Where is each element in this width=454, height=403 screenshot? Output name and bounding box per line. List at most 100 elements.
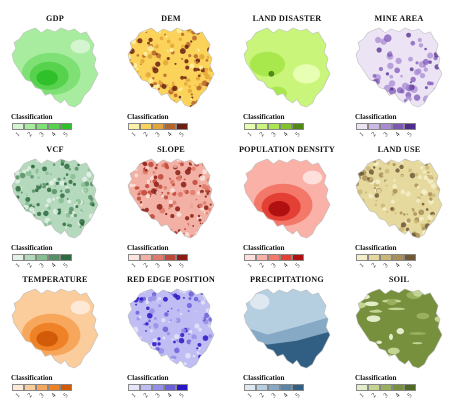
legend-swatch [128,384,140,391]
region-map [11,158,99,239]
classification-label: Classification [127,113,169,121]
classification-label: Classification [127,244,169,252]
region-map [243,27,331,108]
region-map [355,288,443,369]
legend-swatch [392,254,404,261]
legend-swatch [368,254,380,261]
legend-swatch [60,123,72,130]
region-map [355,158,443,239]
legend-swatch [356,384,368,391]
map-panel: MINE AREA Classification 1 2 3 4 5 [344,14,454,142]
legend-swatch [12,384,24,391]
panel-title: SLOPE [157,145,185,154]
legend-swatch [268,123,280,130]
legend-swatch [152,384,164,391]
legend-swatch [24,123,36,130]
map-panel: SLOPE Classification 1 2 3 4 5 [116,145,226,273]
classification-label: Classification [127,374,169,382]
legend-swatch [392,384,404,391]
legend-swatch [152,254,164,261]
legend-swatch [244,384,256,391]
legend-swatch [280,123,292,130]
panel-title: LAND DISASTER [252,14,322,23]
legend-swatch [128,123,140,130]
region-map [11,27,99,108]
classification-label: Classification [355,374,397,382]
legend-swatch [140,123,152,130]
legend-swatch [164,384,176,391]
classification-label: Classification [355,244,397,252]
region-map [243,158,331,239]
legend-swatch [392,123,404,130]
legend-swatches [128,384,188,391]
legend-swatch [12,123,24,130]
legend-swatch [380,123,392,130]
legend-swatches [356,384,416,391]
legend-swatch [24,254,36,261]
legend-swatch [60,384,72,391]
legend-swatch [48,123,60,130]
classification-label: Classification [243,374,285,382]
legend-swatch [380,384,392,391]
legend-swatch [292,384,304,391]
legend-swatch [244,254,256,261]
classification-label: Classification [243,113,285,121]
region-map [127,288,215,369]
legend-swatch [256,384,268,391]
classification-label: Classification [11,244,53,252]
panel-title: RED EDGE POSITION [126,275,216,284]
region-map [127,27,215,108]
legend-swatch [256,123,268,130]
legend-swatch [268,384,280,391]
legend-swatch [256,254,268,261]
legend-swatch [404,384,416,391]
legend-swatch [60,254,72,261]
panel-title: MINE AREA [374,14,424,23]
legend-swatch [140,384,152,391]
map-panel: POPULATION DENSITY Classification 1 2 3 4 5 [232,145,342,273]
legend-swatches [128,123,188,130]
legend-swatches [12,123,72,130]
panel-title: PRECIPITATIONG [250,275,324,284]
map-panel: GDP Classification 1 2 3 4 5 [0,14,110,142]
region-map [243,288,331,369]
legend-swatch [244,123,256,130]
classification-label: Classification [11,374,53,382]
map-panel: LAND USE Classification 1 2 3 4 5 [344,145,454,273]
panel-title: VCF [46,145,64,154]
legend-swatches [356,123,416,130]
legend-swatch [164,254,176,261]
legend-swatch [164,123,176,130]
legend-swatch [368,123,380,130]
legend-swatch [404,254,416,261]
region-map [127,158,215,239]
map-panel: PRECIPITATIONG Classification 1 2 3 4 5 [232,275,342,403]
legend-swatches [244,384,304,391]
map-panel: LAND DISASTER Classification 1 2 3 4 5 [232,14,342,142]
legend-swatches [12,254,72,261]
legend-swatch [280,384,292,391]
legend-swatch [292,254,304,261]
classification-label: Classification [355,113,397,121]
panel-title: DEM [161,14,181,23]
classification-label: Classification [243,244,285,252]
legend-swatch [24,384,36,391]
legend-swatch [36,123,48,130]
region-map [355,27,443,108]
region-map [11,288,99,369]
legend-swatch [368,384,380,391]
legend-swatch [176,123,188,130]
legend-swatches [128,254,188,261]
legend-swatch [268,254,280,261]
